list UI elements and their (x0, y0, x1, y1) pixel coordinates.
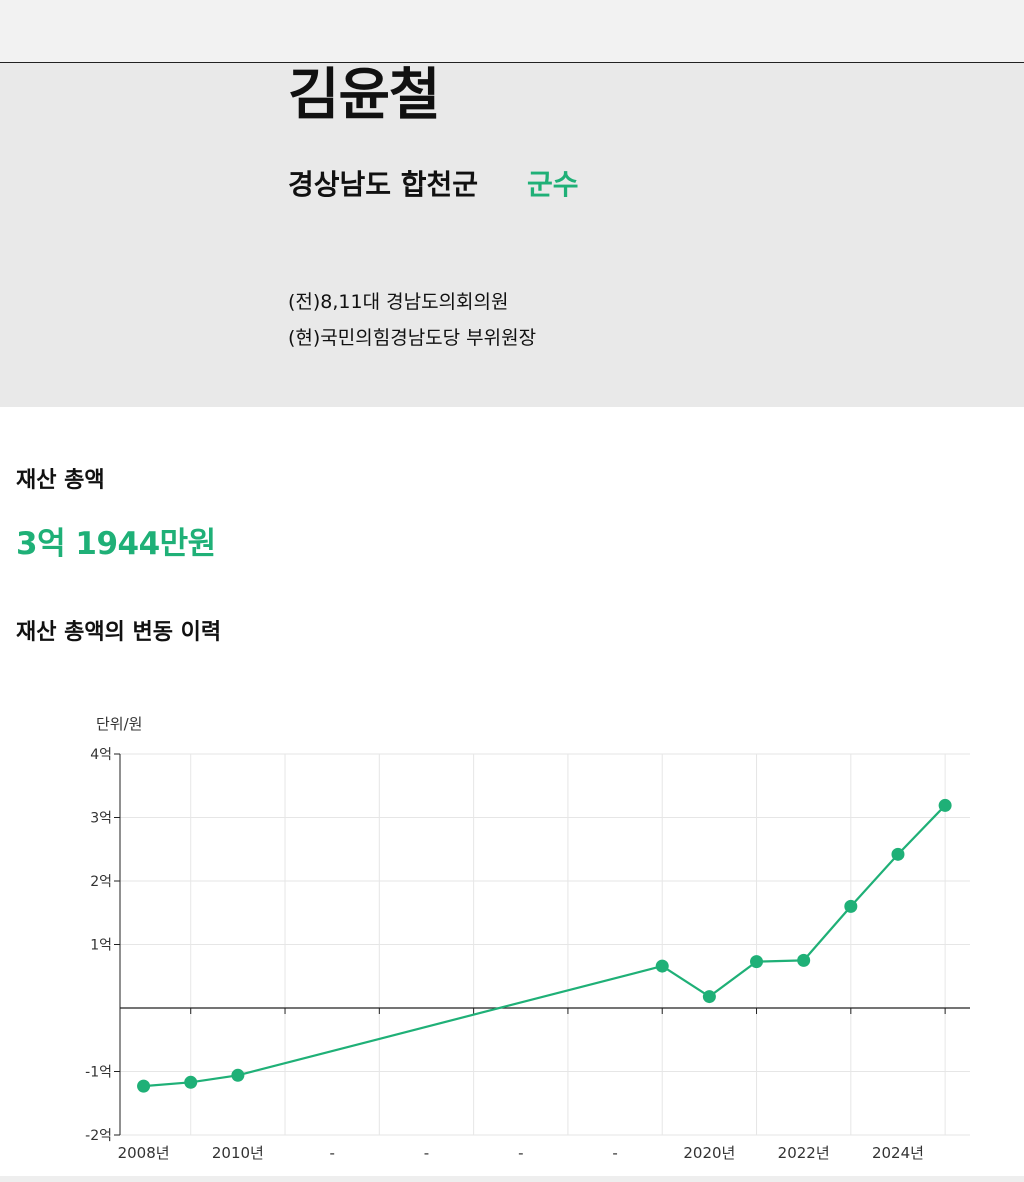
data-point (891, 848, 904, 861)
x-tick-label: - (329, 1144, 334, 1162)
region-label: 경상남도 합천군 (288, 163, 478, 203)
total-assets-title: 재산 총액 (16, 462, 105, 494)
data-point (939, 799, 952, 812)
total-assets-value: 3억 1944만원 (16, 518, 216, 563)
top-bar (0, 0, 1024, 63)
x-tick-label: 2010년 (212, 1144, 264, 1162)
y-tick-label: 3억 (90, 811, 112, 827)
unit-label: 단위/원 (96, 715, 142, 733)
y-tick-label: -1억 (85, 1065, 112, 1081)
data-point (750, 955, 763, 968)
y-tick-label: -2억 (85, 1128, 112, 1144)
career-item: (현)국민의힘경남도당 부위원장 (288, 320, 536, 356)
y-tick-label: 1억 (90, 938, 112, 954)
data-point (844, 900, 857, 913)
data-point (231, 1069, 244, 1082)
career-list: (전)8,11대 경남도의회의원 (현)국민의힘경남도당 부위원장 (288, 284, 536, 356)
x-tick-label: 2022년 (778, 1144, 830, 1162)
x-tick-label: - (518, 1144, 523, 1162)
data-point (797, 954, 810, 967)
data-point (703, 990, 716, 1003)
asset-history-chart: 단위/원 4억 3억 2억 1억 -1억 -2억 2008년 2010년 - - - - 2020년 20… (0, 700, 1024, 1176)
asset-history-title: 재산 총액의 변동 이력 (16, 614, 221, 646)
career-item: (전)8,11대 경남도의회의원 (288, 284, 536, 320)
x-tick-label: - (612, 1144, 617, 1162)
series-line (144, 805, 946, 1086)
position-label: 군수 (527, 163, 579, 203)
x-tick-label: 2008년 (118, 1144, 170, 1162)
x-tick-label: 2020년 (683, 1144, 735, 1162)
y-tick-label: 2억 (90, 874, 112, 890)
data-point (137, 1080, 150, 1093)
x-tick-label: - (424, 1144, 429, 1162)
x-tick-label: 2024년 (872, 1144, 924, 1162)
data-point (184, 1076, 197, 1089)
data-point (656, 960, 669, 973)
bottom-divider (0, 1176, 1024, 1182)
y-tick-label: 4억 (90, 747, 112, 763)
